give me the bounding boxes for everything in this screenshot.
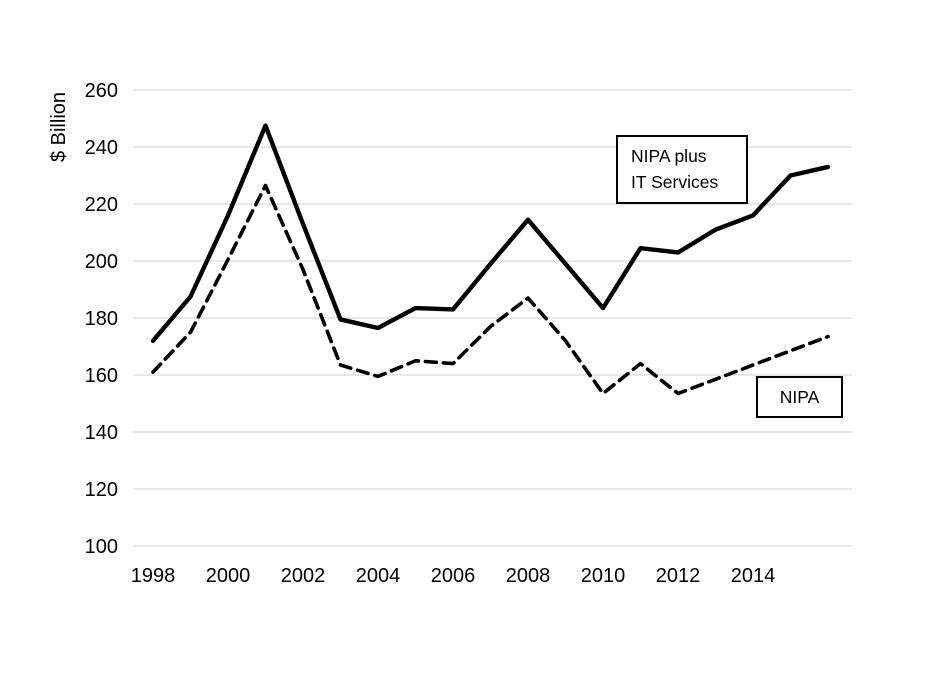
x-axis-tick-label: 2010 — [581, 565, 626, 587]
series-label-nipa-plus-it-services-text: NIPA plus IT Services — [631, 146, 719, 192]
y-axis-tick-label: 220 — [85, 194, 118, 216]
y-axis-tick-label: 120 — [85, 479, 118, 501]
x-axis-tick-label: 2008 — [506, 565, 551, 587]
y-axis-tick-label: 100 — [85, 536, 118, 558]
series-line-nipa-plus-it-services — [150, 123, 831, 343]
y-axis-tick-label: 240 — [85, 137, 118, 159]
series-label-nipa-text: NIPA — [779, 386, 820, 407]
series-label-nipa-plus-it-services-box: NIPA plus IT Services — [616, 135, 748, 204]
x-axis-tick-label: 1998 — [131, 565, 176, 587]
y-axis-tick-label: 200 — [85, 251, 118, 273]
series-line-nipa — [151, 183, 830, 396]
x-axis-tick-label: 2014 — [731, 565, 776, 587]
x-axis-tick-label: 2004 — [356, 565, 401, 587]
y-axis-tick-label: 140 — [85, 422, 118, 444]
x-axis-tick-label: 2006 — [431, 565, 476, 587]
x-axis-tick-label: 2012 — [656, 565, 701, 587]
x-axis-tick-label: 2000 — [206, 565, 251, 587]
y-axis-tick-label: 180 — [85, 308, 118, 330]
y-axis-tick-label: 260 — [85, 80, 118, 102]
x-axis-tick-label: 2002 — [281, 565, 326, 587]
series-label-nipa-box: NIPA — [756, 376, 843, 418]
y-axis-title: $ Billion — [48, 91, 70, 163]
y-axis-tick-label: 160 — [85, 365, 118, 387]
